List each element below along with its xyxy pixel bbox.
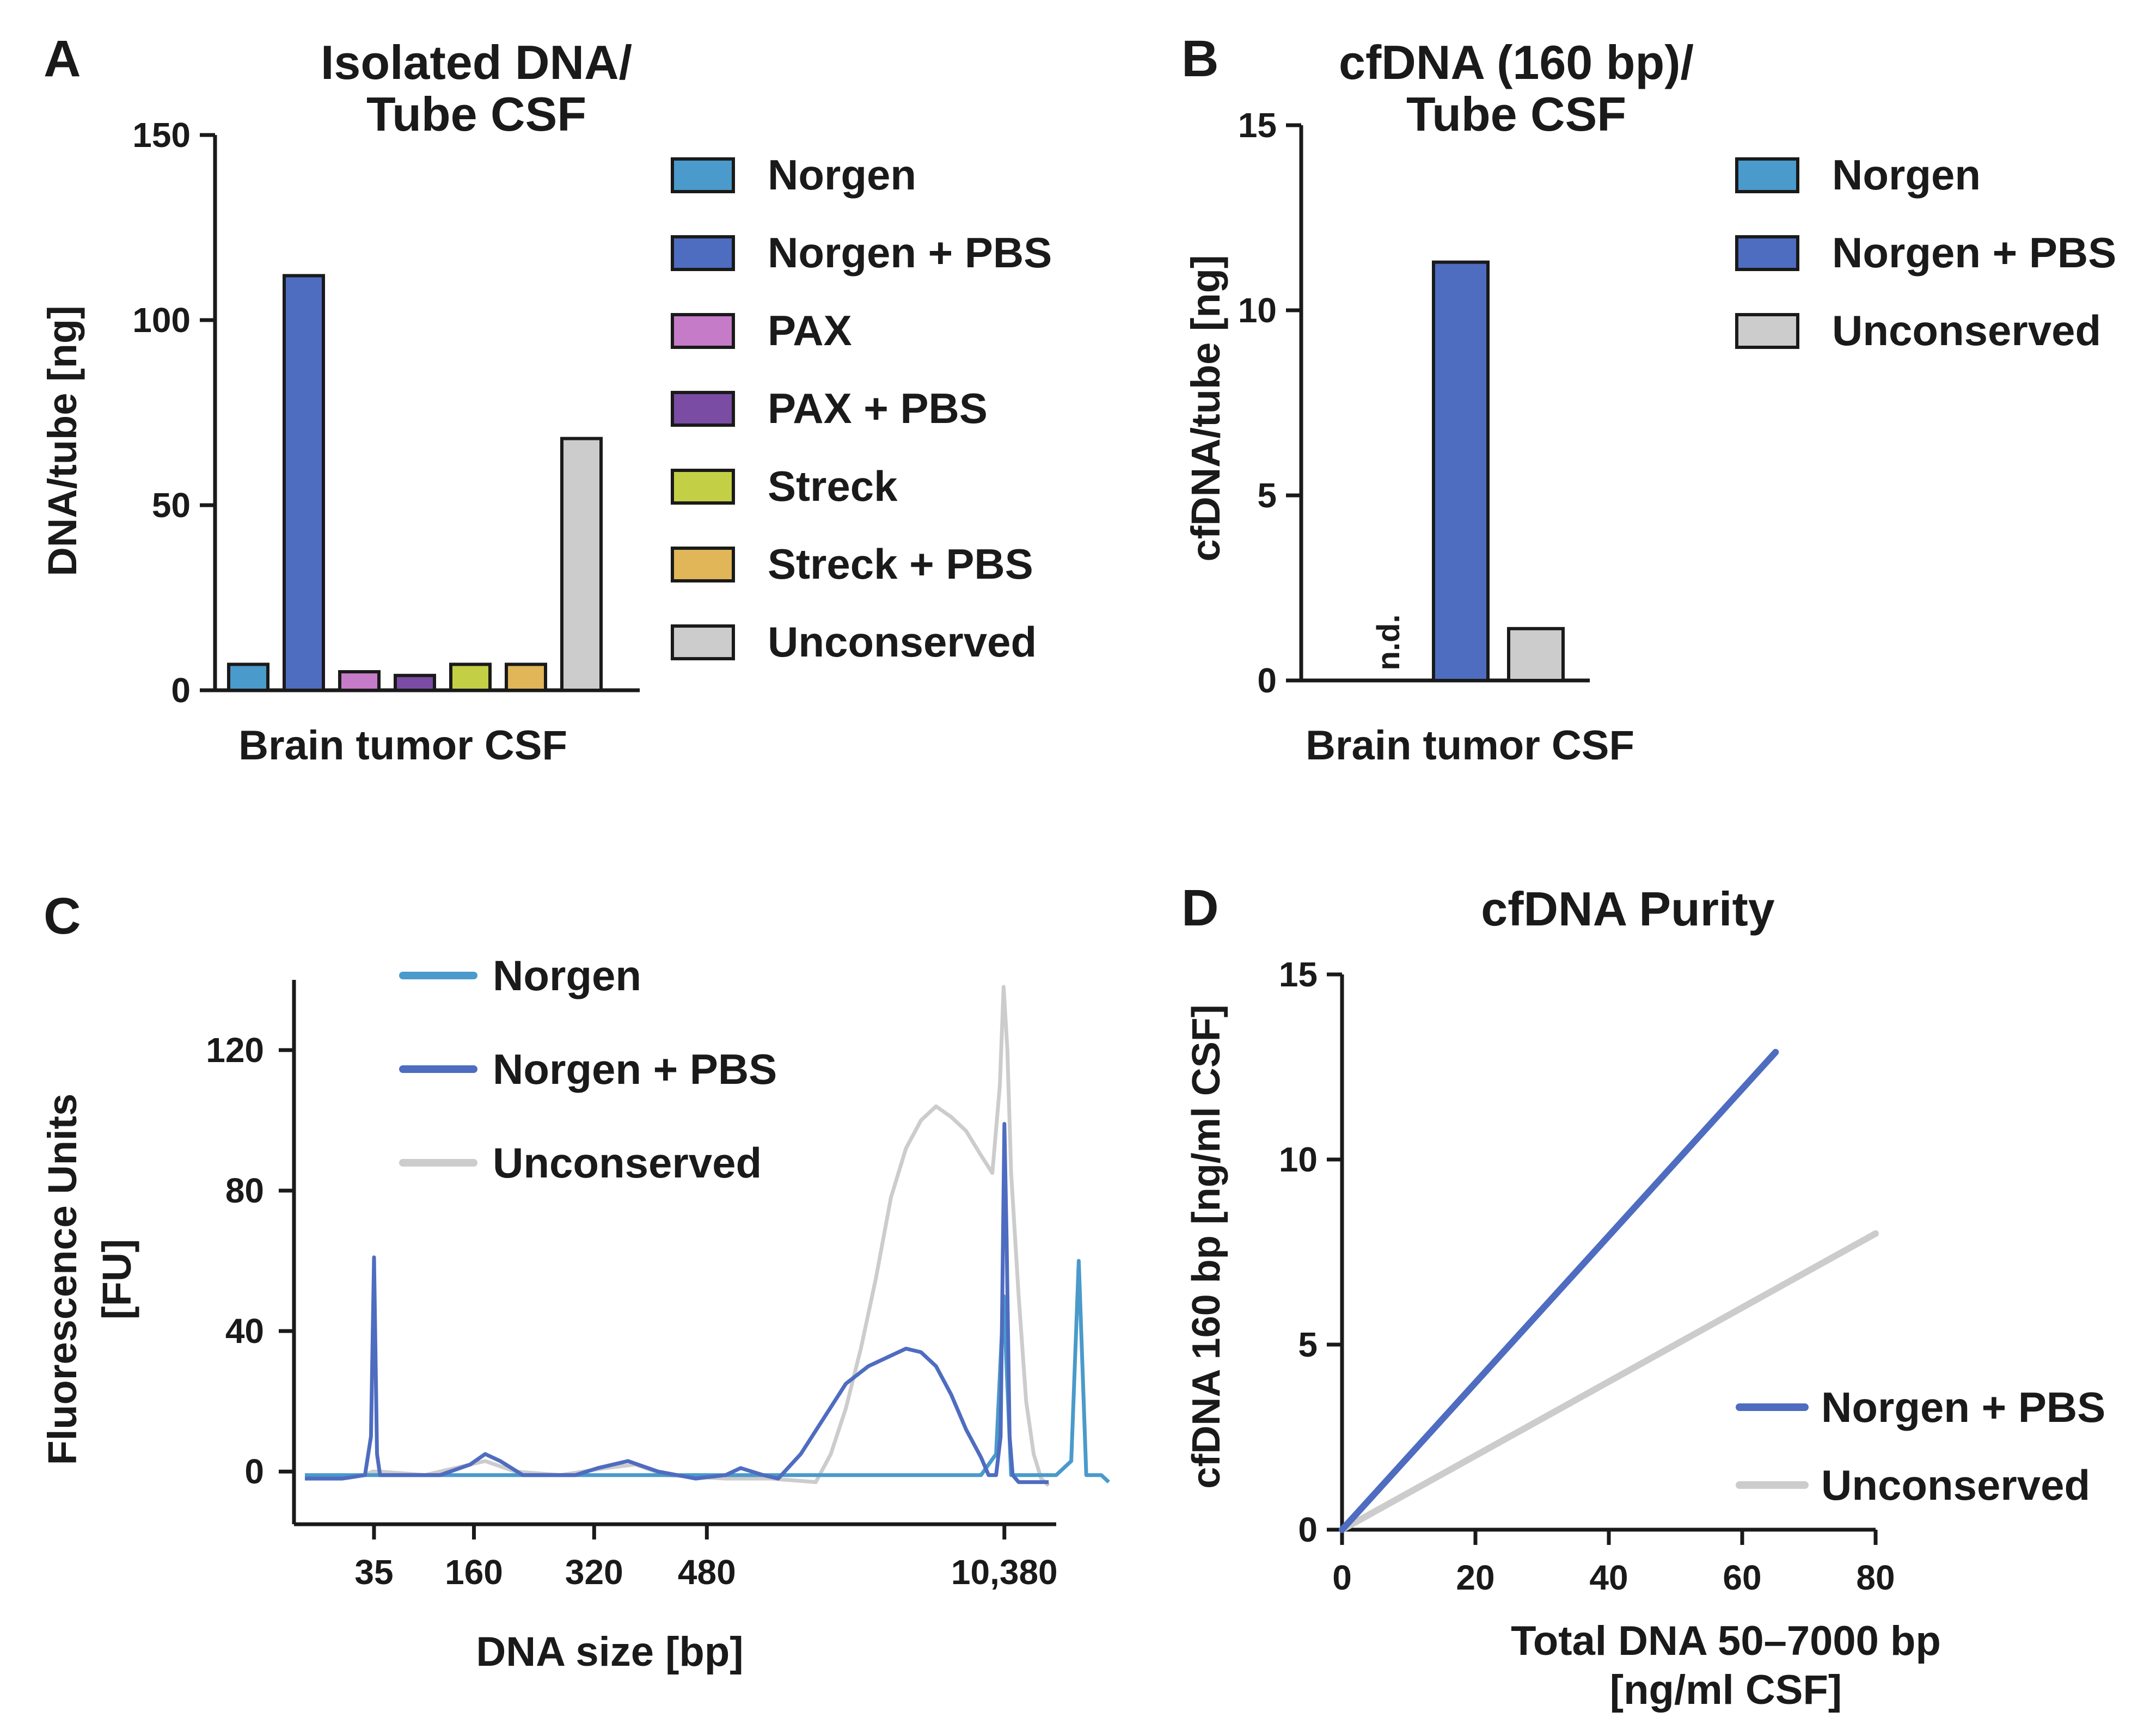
panel-d-x-axis-label-line1: Total DNA 50–7000 bp	[1511, 1618, 1941, 1664]
x-tick-label: 20	[1456, 1558, 1494, 1597]
panel-b-y-axis-label: cfDNA/tube [ng]	[1183, 255, 1228, 561]
bar-unconserved	[1507, 627, 1565, 683]
panel-b-nd-annotation: n.d.	[1371, 614, 1406, 670]
panel-a: Isolated DNA/ Tube CSF DNA/tube [ng] Bra…	[40, 35, 1052, 769]
x-tick-label: 60	[1723, 1558, 1761, 1597]
legend-label: Streck	[768, 462, 898, 510]
y-tick-label: 0	[244, 1452, 264, 1491]
line-norgen	[305, 1259, 1110, 1484]
x-tick-label: 10,380	[951, 1553, 1058, 1592]
x-tick-label: 160	[445, 1553, 503, 1592]
y-tick-label: 40	[225, 1311, 264, 1351]
y-tick-label: 10	[1279, 1140, 1318, 1179]
bar-norgen-pbs	[283, 274, 325, 692]
panel-letter-b: B	[1181, 30, 1219, 88]
legend-swatch	[671, 469, 735, 505]
y-tick-label: 10	[1238, 291, 1277, 330]
legend-label: Unconserved	[1832, 306, 2101, 354]
panel-b-title-line2: Tube CSF	[1406, 87, 1626, 141]
legend-swatch	[1735, 157, 1799, 193]
legend-label: Norgen	[768, 151, 916, 199]
y-tick-label: 0	[1298, 1510, 1318, 1549]
legend-swatch	[671, 235, 735, 271]
y-tick-label: 80	[225, 1171, 264, 1210]
legend-swatch	[671, 313, 735, 349]
legend-swatch	[671, 624, 735, 660]
panel-a-title-line1: Isolated DNA/	[321, 35, 632, 89]
y-tick-label: 0	[171, 671, 191, 710]
x-tick-label: 480	[678, 1553, 736, 1592]
x-tick-label: 80	[1856, 1558, 1895, 1597]
panel-c-x-axis-label: DNA size [bp]	[476, 1629, 743, 1675]
legend-label: Norgen	[1832, 151, 1981, 199]
legend-label: Norgen + PBS	[493, 1045, 777, 1093]
line-norgen-pbs	[305, 1122, 1049, 1485]
legend-label: Unconserved	[768, 618, 1037, 666]
legend-label: Unconserved	[493, 1139, 762, 1187]
panel-a-x-axis-label: Brain tumor CSF	[238, 722, 567, 769]
legend-swatch	[1735, 235, 1799, 271]
panel-letter-c: C	[44, 887, 81, 945]
bar-unconserved	[560, 437, 603, 692]
y-tick-label: 15	[1279, 955, 1318, 994]
bar-pax-pbs	[394, 673, 436, 692]
legend-swatch	[1735, 313, 1799, 349]
panel-letter-d: D	[1181, 879, 1219, 937]
y-tick-label: 50	[152, 486, 191, 525]
y-tick-label: 5	[1257, 476, 1277, 515]
panel-c: Fluorescence Units [FU] DNA size [bp] 0 4…	[40, 952, 1110, 1675]
legend-label: Norgen + PBS	[1832, 229, 2116, 277]
panel-a-y-axis-label: DNA/tube [ng]	[40, 305, 85, 576]
bar-pax	[338, 670, 381, 692]
y-tick-label: 100	[132, 300, 191, 340]
panel-a-title-line2: Tube CSF	[366, 87, 586, 141]
panel-b: cfDNA (160 bp)/ Tube CSF cfDNA/tube [ng]…	[1183, 35, 2116, 769]
legend-label: Norgen	[493, 952, 641, 999]
x-tick-label: 40	[1589, 1558, 1628, 1597]
legend-swatch	[671, 157, 735, 193]
bar-streck	[449, 662, 492, 692]
panel-d-title: cfDNA Purity	[1481, 882, 1775, 936]
line-norgen-pbs	[1339, 1048, 1779, 1533]
y-tick-label: 120	[206, 1030, 264, 1070]
legend-label: Unconserved	[1821, 1461, 2090, 1509]
bar-streck-pbs	[505, 662, 547, 692]
legend-label: Streck + PBS	[768, 540, 1033, 588]
y-tick-label: 0	[1257, 661, 1277, 700]
x-tick-label: 35	[354, 1553, 393, 1592]
legend-label: Norgen + PBS	[768, 229, 1052, 277]
x-tick-label: 320	[565, 1553, 623, 1592]
panel-d-x-axis-label-line2: [ng/ml CSF]	[1610, 1667, 1842, 1713]
panel-letter-a: A	[44, 30, 81, 88]
panel-d-y-axis-label: cfDNA 160 bp [ng/ml CSF]	[1185, 1004, 1228, 1488]
panel-b-x-axis-label: Brain tumor CSF	[1306, 722, 1634, 769]
bar-norgen-pbs	[1432, 260, 1490, 683]
legend-label: Norgen + PBS	[1821, 1383, 2105, 1431]
y-tick-label: 15	[1238, 106, 1277, 145]
legend-label: PAX	[768, 306, 852, 354]
x-tick-label: 0	[1332, 1558, 1352, 1597]
panel-b-title-line1: cfDNA (160 bp)/	[1339, 35, 1694, 89]
legend-label: PAX + PBS	[768, 384, 988, 432]
bar-norgen	[227, 662, 269, 692]
panel-c-y-axis-label-line2: [FU]	[94, 1239, 139, 1320]
line-unconserved	[1339, 1230, 1879, 1533]
legend-swatch	[671, 547, 735, 582]
legend-swatch	[671, 391, 735, 427]
y-tick-label: 150	[132, 115, 191, 155]
y-tick-label: 5	[1298, 1325, 1318, 1364]
panel-d: cfDNA Purity cfDNA 160 bp [ng/ml CSF] To…	[1185, 882, 2105, 1713]
panel-c-y-axis-label-line1: Fluorescence Units	[40, 1094, 85, 1465]
